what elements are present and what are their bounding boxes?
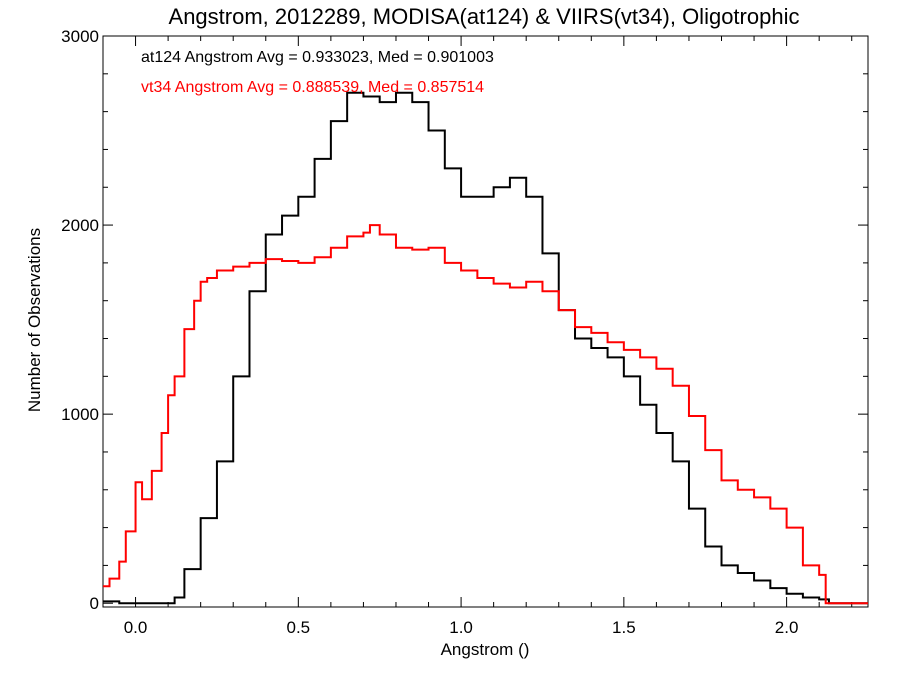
x-tick-label: 2.0 <box>775 618 799 637</box>
series-at124-line <box>103 91 868 605</box>
x-tick-label: 1.5 <box>612 618 636 637</box>
plot-frame <box>102 35 869 608</box>
x-tick-label: 0.5 <box>286 618 310 637</box>
y-axis: 0 1000 2000 3000 <box>61 27 868 613</box>
y-tick-label: 0 <box>90 594 99 613</box>
x-tick-label: 0.0 <box>124 618 148 637</box>
chart-title: Angstrom, 2012289, MODISA(at124) & VIIRS… <box>169 4 800 29</box>
x-axis-label: Angstrom () <box>441 640 530 659</box>
x-tick-label: 1.0 <box>449 618 473 637</box>
series-vt34-line <box>103 224 868 605</box>
y-tick-label: 2000 <box>61 216 99 235</box>
y-axis-label: Number of Observations <box>25 228 44 412</box>
y-tick-label: 1000 <box>61 405 99 424</box>
annotation-at124: at124 Angstrom Avg = 0.933023, Med = 0.9… <box>141 49 494 66</box>
y-tick-label: 3000 <box>61 27 99 46</box>
annotation-vt34: vt34 Angstrom Avg = 0.888539, Med = 0.85… <box>141 79 484 96</box>
x-axis: 0.0 0.5 1.0 1.5 2.0 <box>102 36 853 637</box>
series-layer <box>103 91 868 605</box>
